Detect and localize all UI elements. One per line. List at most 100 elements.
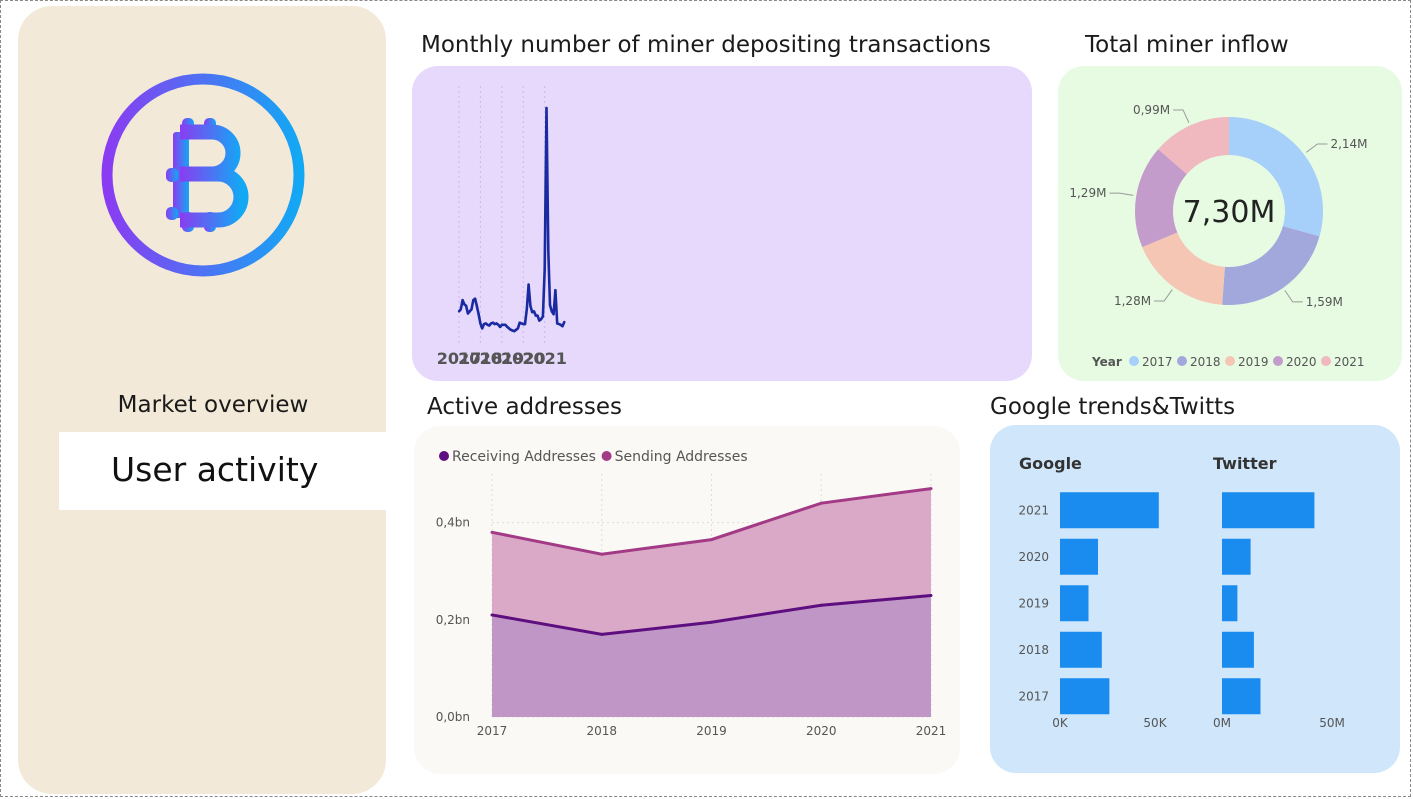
deposits-data-point	[561, 325, 563, 327]
deposits-data-point	[517, 327, 519, 329]
trends-x-tick-label: 0K	[1052, 716, 1069, 730]
inflow-data-label: 1,29M	[1069, 186, 1106, 200]
addresses-data-point	[600, 633, 603, 636]
deposits-data-point	[552, 313, 554, 315]
trends-y-tick-label: 2017	[1018, 689, 1049, 703]
inflow-legend-label: 2017	[1142, 355, 1173, 369]
addresses-data-point	[930, 594, 933, 597]
deposits-data-point	[476, 305, 478, 307]
addresses-data-point	[491, 531, 494, 534]
inflow-legend-marker	[1225, 356, 1235, 366]
deposits-data-point	[497, 324, 499, 326]
deposits-data-point	[481, 327, 483, 329]
deposits-data-point	[460, 308, 462, 310]
trends-bar-twitter	[1222, 678, 1261, 714]
inflow-legend-title: Year	[1091, 355, 1122, 369]
deposits-data-point	[529, 305, 531, 307]
addresses-y-tick-label: 0,4bn	[436, 516, 470, 530]
inflow-data-label: 1,28M	[1114, 294, 1151, 308]
nav-user-activity[interactable]: User activity	[59, 432, 386, 510]
deposits-data-point	[536, 314, 538, 316]
addresses-area-chart[interactable]: 2017 2018 2019 2020 2021 0,0bn 0,2bn 0,4bn Recei…	[414, 426, 960, 774]
deposits-data-point	[549, 304, 551, 306]
inflow-data-label: 0,99M	[1133, 103, 1170, 117]
deposits-data-point	[542, 315, 544, 317]
deposits-data-point	[465, 305, 467, 307]
deposits-data-point	[563, 321, 565, 323]
addresses-x-tick-label: 2018	[586, 724, 617, 738]
trends-y-tick-label: 2021	[1018, 503, 1049, 517]
addresses-data-point	[820, 604, 823, 607]
deposits-data-point	[461, 299, 463, 301]
addresses-data-point	[710, 621, 713, 624]
deposits-data-point	[543, 268, 545, 270]
inflow-leader-line	[1109, 193, 1133, 195]
trends-y-tick-label: 2018	[1018, 643, 1049, 657]
inflow-legend-label: 2021	[1334, 355, 1365, 369]
trends-chart-card: 2021 2020 2019 2018 2017 Google 0K 50K Twitter 0M…	[990, 425, 1400, 773]
trends-bar-google	[1060, 492, 1159, 528]
trends-panel-title: Twitter	[1213, 454, 1277, 473]
addresses-x-tick-label: 2020	[806, 724, 837, 738]
inflow-legend-label: 2020	[1286, 355, 1317, 369]
trends-bar-google	[1060, 539, 1098, 575]
trends-bar-twitter	[1222, 492, 1314, 528]
deposits-data-point	[524, 323, 526, 325]
deposits-chart-title: Monthly number of miner depositing trans…	[421, 32, 991, 58]
addresses-data-point	[820, 502, 823, 505]
inflow-leader-line	[1154, 290, 1172, 301]
trends-y-tick-label: 2019	[1018, 596, 1049, 610]
inflow-leader-line	[1306, 144, 1327, 152]
trends-bar-google	[1060, 585, 1089, 621]
deposits-data-point	[545, 107, 547, 109]
addresses-y-tick-label: 0,0bn	[436, 710, 470, 724]
trends-bar-twitter	[1222, 585, 1237, 621]
trends-y-tick-label: 2020	[1018, 550, 1049, 564]
addresses-legend-marker	[439, 451, 449, 461]
nav-market-overview[interactable]: Market overview	[60, 392, 366, 418]
deposits-x-tick-label: 2021	[522, 349, 567, 368]
addresses-data-point	[710, 538, 713, 541]
deposits-data-point	[488, 324, 490, 326]
inflow-slice-2018	[1222, 226, 1319, 305]
deposits-data-point	[458, 310, 460, 312]
addresses-data-point	[930, 487, 933, 490]
inflow-chart-title: Total miner inflow	[1085, 32, 1289, 58]
trends-x-tick-label: 50K	[1143, 716, 1167, 730]
trends-bar-twitter	[1222, 632, 1254, 668]
addresses-chart-title: Active addresses	[427, 394, 622, 420]
inflow-chart-card: 2,14M 1,59M 1,28M 1,29M 0,99M 7,30M Year 2017 20…	[1058, 66, 1402, 381]
bitcoin-icon	[100, 72, 306, 278]
addresses-y-tick-label: 0,2bn	[436, 613, 470, 627]
inflow-legend-label: 2018	[1190, 355, 1221, 369]
inflow-legend-marker	[1129, 356, 1139, 366]
inflow-legend-label: 2019	[1238, 355, 1269, 369]
inflow-data-label: 1,59M	[1306, 295, 1343, 309]
deposits-data-point	[477, 313, 479, 315]
trends-x-tick-label: 0M	[1213, 716, 1231, 730]
deposits-data-point	[474, 298, 476, 300]
trends-bar-google	[1060, 632, 1102, 668]
trends-bar-google	[1060, 678, 1109, 714]
addresses-data-point	[600, 553, 603, 556]
addresses-x-tick-label: 2017	[477, 724, 508, 738]
deposits-data-point	[470, 308, 472, 310]
deposits-data-point	[499, 326, 501, 328]
inflow-leader-line	[1285, 290, 1303, 301]
deposits-data-point	[526, 308, 528, 310]
deposits-data-point	[547, 250, 549, 252]
inflow-donut-chart[interactable]: 2,14M 1,59M 1,28M 1,29M 0,99M 7,30M Year 2017 20…	[1058, 66, 1402, 381]
inflow-slice-2019	[1142, 233, 1225, 305]
trends-panel-title: Google	[1019, 454, 1082, 473]
deposits-data-point	[479, 322, 481, 324]
trends-bar-chart[interactable]: 2021 2020 2019 2018 2017 Google 0K 50K Twitter 0M…	[990, 425, 1400, 773]
addresses-legend-label: Sending Addresses	[615, 449, 748, 465]
inflow-legend-marker	[1273, 356, 1283, 366]
inflow-leader-line	[1173, 110, 1189, 123]
addresses-legend-label: Receiving Addresses	[452, 449, 596, 465]
deposits-data-point	[527, 283, 529, 285]
addresses-chart-card: 2017 2018 2019 2020 2021 0,0bn 0,2bn 0,4bn Recei…	[414, 426, 960, 774]
deposits-chart-card: 2017 2018 2019 2020 2021	[412, 66, 1032, 381]
deposits-data-point	[467, 312, 469, 314]
